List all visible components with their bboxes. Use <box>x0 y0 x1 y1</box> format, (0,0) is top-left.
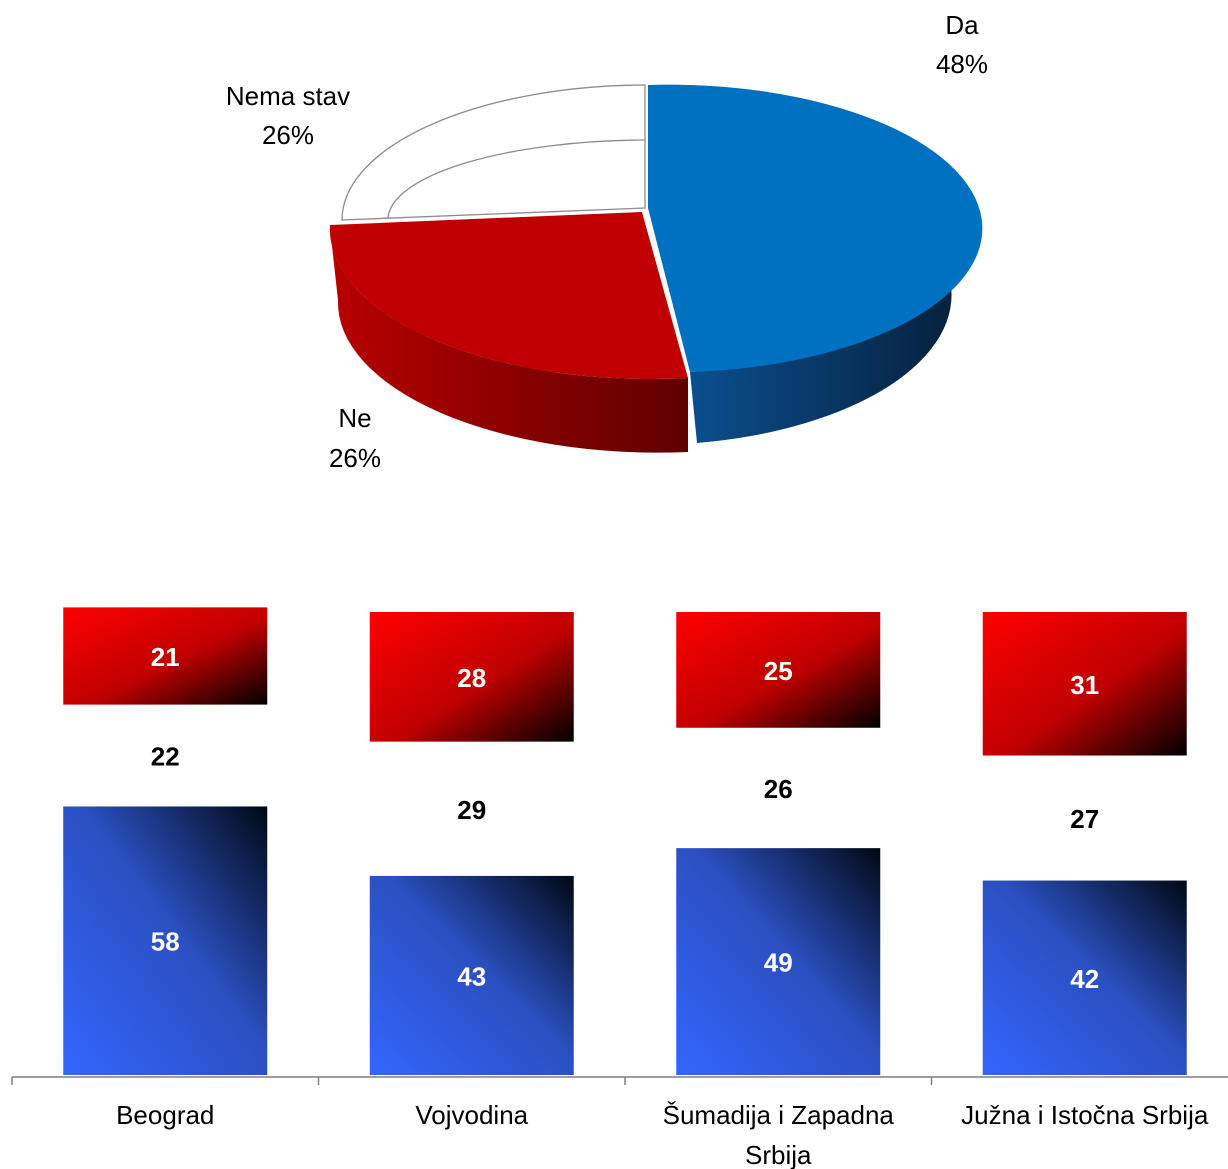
pie-label-nema-stav-value: 26% <box>262 120 314 150</box>
bar-segment-da <box>369 875 574 1075</box>
bar-value-label-da: 49 <box>764 948 793 978</box>
bar-segment-ne <box>369 612 574 742</box>
pie-slice-da-side <box>690 225 952 443</box>
bar-value-label-da: 58 <box>151 927 180 957</box>
x-axis-label: Južna i Istočna Srbija <box>961 1100 1209 1130</box>
pie-label-ne-value: 26% <box>329 443 381 473</box>
bar-value-label-nema-stav: 26 <box>764 774 793 804</box>
bar-chart: 58 22 21 43 29 28 49 26 25 42 27 31 Beograd Vojvodin… <box>11 607 1228 1169</box>
bar-value-label-da: 43 <box>457 961 486 991</box>
pie-label-ne-name: Ne <box>338 403 371 433</box>
bar-value-label-ne: 31 <box>1070 670 1099 700</box>
x-axis-labels: Beograd Vojvodina Šumadija i Zapadna Srbija… <box>116 1100 1209 1169</box>
pie-chart: Da 48% Nema stav 26% Ne 26% <box>226 10 988 473</box>
pie-slice-ne-side <box>329 228 688 453</box>
bar-value-label-ne: 28 <box>457 663 486 693</box>
bar-segment-ne <box>676 612 881 728</box>
bar-value-label-nema-stav: 27 <box>1070 804 1099 834</box>
bar-value-label-nema-stav: 22 <box>151 742 180 772</box>
pie-label-da-value: 48% <box>936 49 988 79</box>
bar-segment-da <box>63 806 268 1075</box>
pie-label-da-name: Da <box>945 10 979 40</box>
pie-slice-nema-stav-inner-arc <box>387 139 646 219</box>
bar-value-label-nema-stav: 29 <box>457 795 486 825</box>
x-axis-label: Šumadija i Zapadna Srbija <box>663 1100 895 1169</box>
x-axis-label: Vojvodina <box>415 1100 528 1130</box>
pie-slice-da <box>648 84 983 373</box>
bar-segment-da <box>982 880 1187 1075</box>
x-axis-ticks <box>11 1077 933 1085</box>
bar-value-label-ne: 25 <box>764 656 793 686</box>
bar-segment-ne <box>63 607 268 705</box>
bar-segment-ne <box>982 612 1187 756</box>
pie-slice-nema-stav <box>341 84 646 221</box>
bar-segment-da <box>676 848 881 1075</box>
bar-value-label-da: 42 <box>1070 964 1099 994</box>
x-axis-label: Beograd <box>116 1100 214 1130</box>
pie-label-nema-stav-name: Nema stav <box>226 81 350 111</box>
bar-chart-bars: 58 22 21 43 29 28 49 26 25 42 27 31 <box>63 607 1187 1075</box>
bar-value-label-ne: 21 <box>151 642 180 672</box>
pie-slice-ne <box>329 212 688 380</box>
